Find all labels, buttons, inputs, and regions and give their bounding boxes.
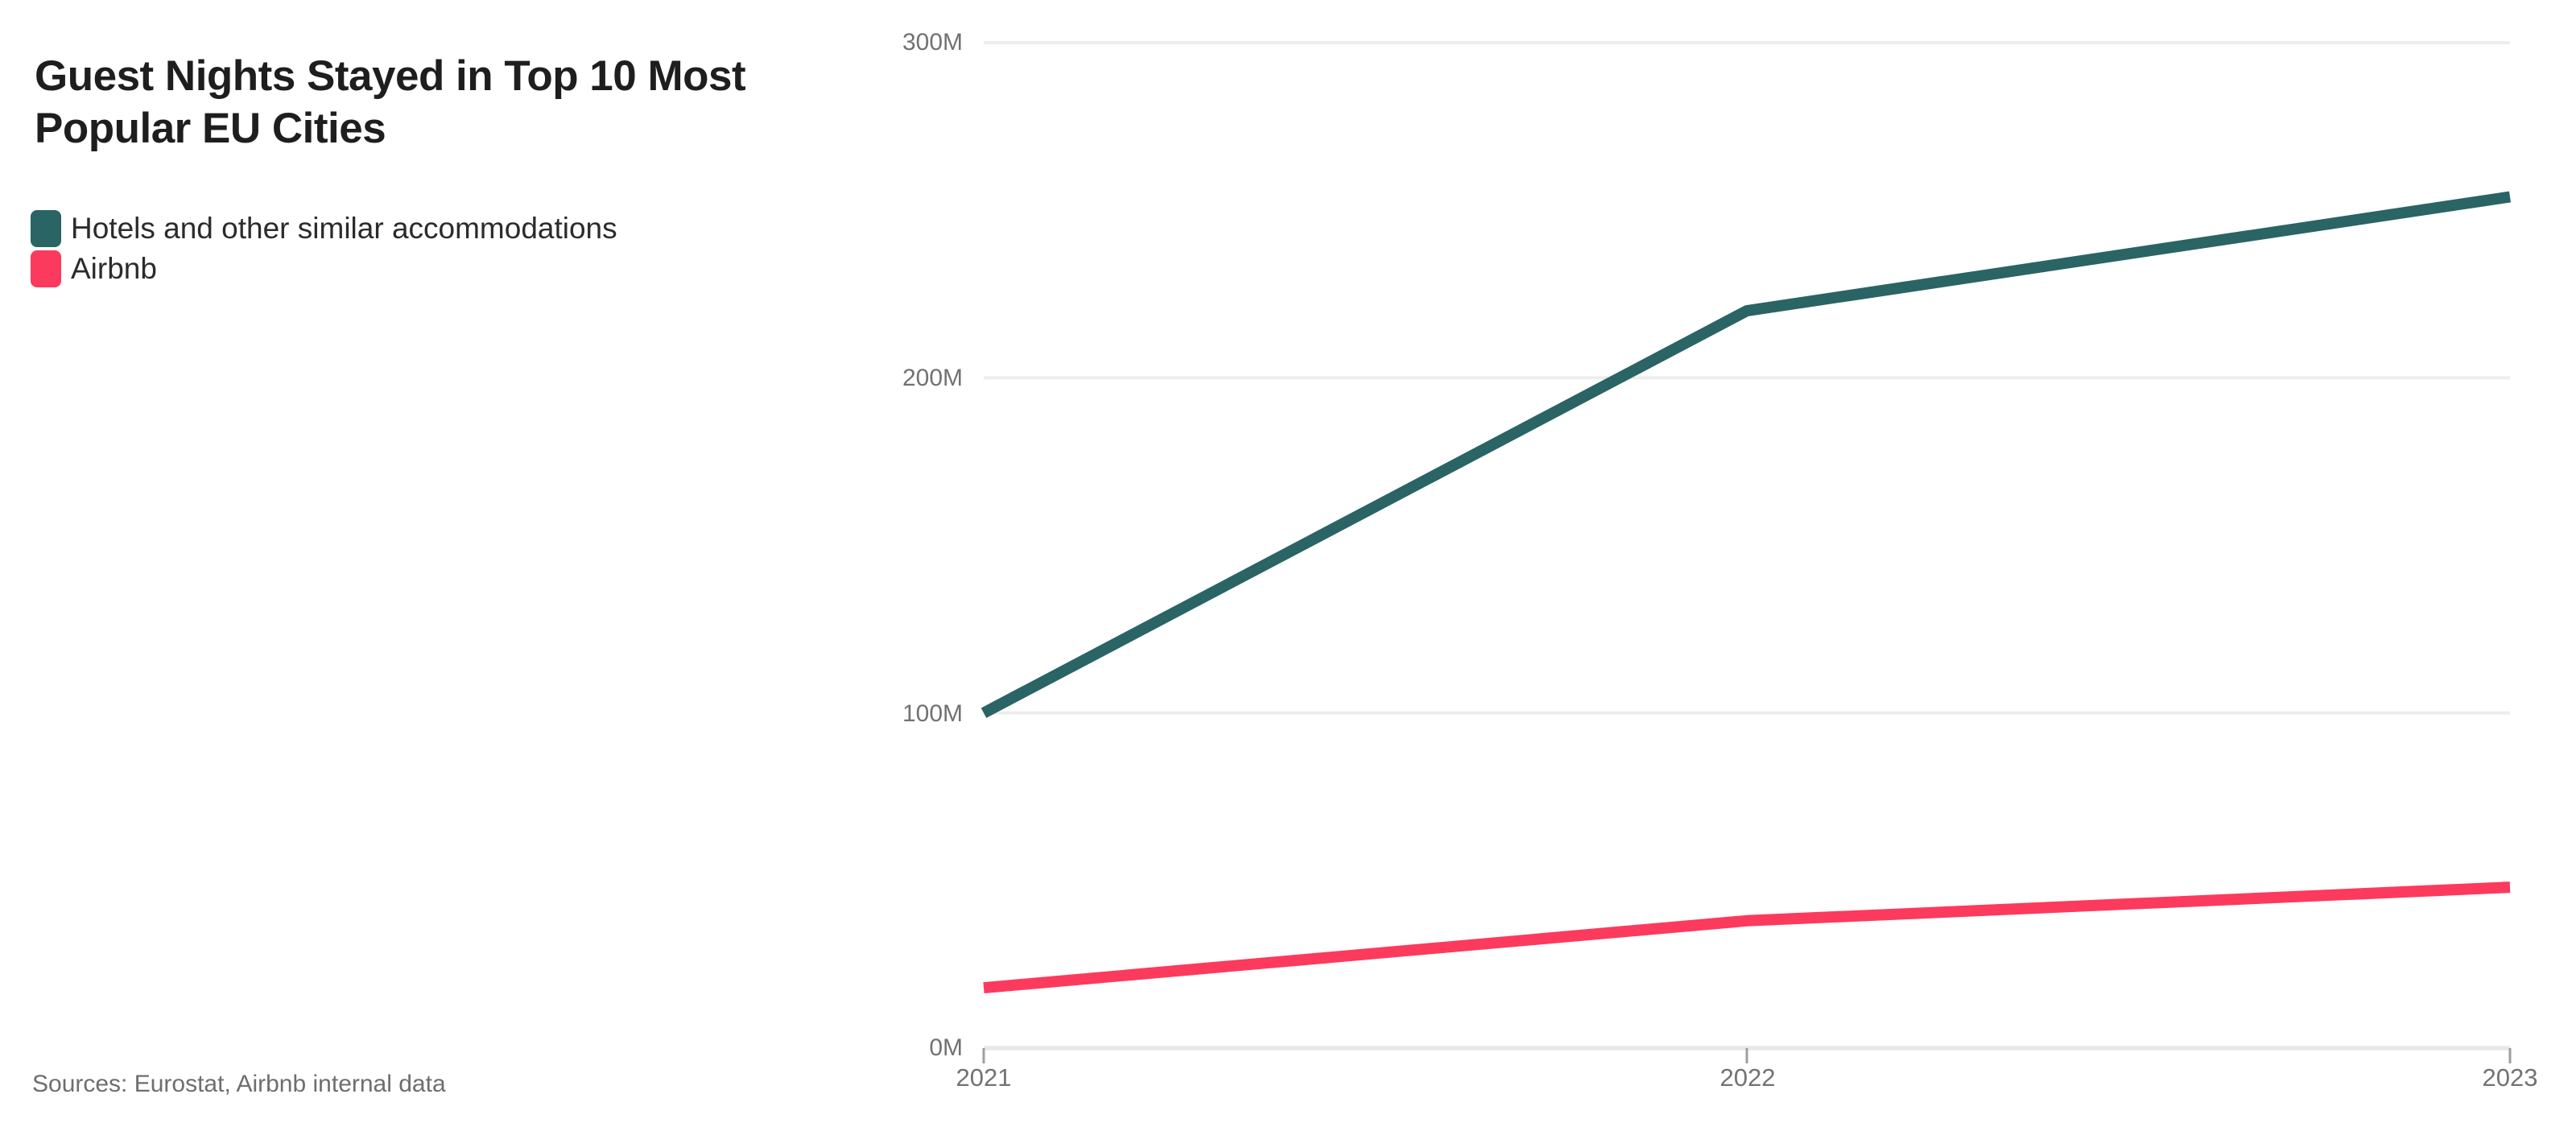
x-axis-tick-label-2022: 2022: [1719, 1063, 1776, 1092]
hotels-series-line: [980, 191, 2512, 718]
legend-item-airbnb: Airbnb: [31, 250, 617, 287]
x-axis-tick-label-2023: 2023: [2482, 1063, 2538, 1092]
legend-label-hotels: Hotels and other similar accommodations: [71, 212, 617, 245]
y-axis-tick-label-300m: 300M: [902, 29, 963, 56]
airbnb-series-line: [983, 881, 2511, 994]
y-axis-tick-label-200m: 200M: [902, 365, 963, 391]
hotels-legend-swatch-icon: [31, 210, 61, 247]
sources-note: Sources: Eurostat, Airbnb internal data: [32, 1071, 446, 1097]
legend-label-airbnb: Airbnb: [71, 252, 157, 285]
airbnb-legend-swatch-icon: [31, 250, 61, 287]
y-axis-tick-label-0m: 0M: [929, 1034, 963, 1061]
legend-item-hotels: Hotels and other similar accommodations: [31, 210, 617, 247]
chart-title: Guest Nights Stayed in Top 10 Most Popul…: [35, 52, 746, 152]
x-axis-tick-label-2021: 2021: [956, 1063, 1012, 1092]
y-axis-tick-label-100m: 100M: [902, 700, 963, 727]
legend: Hotels and other similar accommodations …: [31, 210, 617, 291]
